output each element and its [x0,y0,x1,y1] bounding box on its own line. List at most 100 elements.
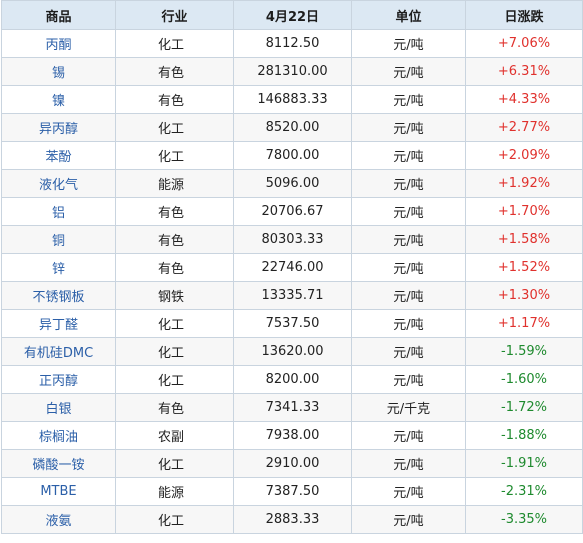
price-cell: 8520.00 [233,113,352,142]
commodity-name-link[interactable]: 有机硅DMC [1,337,116,366]
commodity-name-link[interactable]: 磷酸一铵 [1,449,116,478]
daily-change-cell: +6.31% [465,57,583,86]
daily-change-cell: -2.31% [465,477,583,506]
price-cell: 20706.67 [233,197,352,226]
header-name[interactable]: 商品 [1,0,116,30]
price-cell: 8200.00 [233,365,352,394]
unit-cell: 元/吨 [351,169,466,198]
header-unit[interactable]: 单位 [351,0,466,30]
industry-cell: 化工 [115,29,234,58]
daily-change-cell: -1.91% [465,449,583,478]
daily-change-cell: +1.92% [465,169,583,198]
commodity-name-link[interactable]: 锌 [1,253,116,282]
table-row[interactable]: 异丁醛 化工 7537.50 元/吨 +1.17% [1,309,583,338]
price-cell: 80303.33 [233,225,352,254]
daily-change-cell: +7.06% [465,29,583,58]
industry-cell: 化工 [115,141,234,170]
commodity-name-link[interactable]: 白银 [1,393,116,422]
table-row[interactable]: 铝有色 20706.67 元/吨 +1.70% [1,197,583,226]
commodity-name-link[interactable]: 液化气 [1,169,116,198]
table-row[interactable]: MTBE 能源 7387.50 元/吨 -2.31% [1,477,583,506]
industry-cell: 有色 [115,253,234,282]
industry-cell: 化工 [115,309,234,338]
table-row[interactable]: 正丙醇 化工 8200.00 元/吨 -1.60% [1,365,583,394]
industry-cell: 化工 [115,505,234,534]
unit-cell: 元/吨 [351,141,466,170]
table-row[interactable]: 锡有色 281310.00 元/吨 +6.31% [1,57,583,86]
commodity-name-link[interactable]: 液氨 [1,505,116,534]
industry-cell: 有色 [115,197,234,226]
unit-cell: 元/千克 [351,393,466,422]
table-row[interactable]: 异丙醇 化工 8520.00 元/吨 +2.77% [1,113,583,142]
header-industry[interactable]: 行业 [115,0,234,30]
unit-cell: 元/吨 [351,113,466,142]
industry-cell: 化工 [115,449,234,478]
daily-change-cell: -3.35% [465,505,583,534]
table-row[interactable]: 苯酚 化工 7800.00 元/吨 +2.09% [1,141,583,170]
daily-change-cell: +2.09% [465,141,583,170]
industry-cell: 有色 [115,57,234,86]
unit-cell: 元/吨 [351,365,466,394]
table-row[interactable]: 锌有色 22746.00 元/吨 +1.52% [1,253,583,282]
commodity-name-link[interactable]: 丙酮 [1,29,116,58]
daily-change-cell: +1.52% [465,253,583,282]
table-row[interactable]: 丙酮 化工 8112.50 元/吨 +7.06% [1,29,583,58]
unit-cell: 元/吨 [351,29,466,58]
price-cell: 281310.00 [233,57,352,86]
daily-change-cell: -1.60% [465,365,583,394]
unit-cell: 元/吨 [351,505,466,534]
commodity-name-link[interactable]: 镍 [1,85,116,114]
commodity-name-link[interactable]: 异丁醛 [1,309,116,338]
price-cell: 146883.33 [233,85,352,114]
table-body: 丙酮 化工 8112.50 元/吨 +7.06% 锡有色 281310.00 元/吨 +6.31… [1,29,583,534]
industry-cell: 能源 [115,169,234,198]
table-row[interactable]: 液氨 化工 2883.33 元/吨 -3.35% [1,505,583,534]
price-cell: 7800.00 [233,141,352,170]
unit-cell: 元/吨 [351,281,466,310]
table-row[interactable]: 液化气 能源 5096.00 元/吨 +1.92% [1,169,583,198]
unit-cell: 元/吨 [351,225,466,254]
price-cell: 13335.71 [233,281,352,310]
header-price-date[interactable]: 4月22日 [233,0,352,30]
table-row[interactable]: 镍有色 146883.33 元/吨 +4.33% [1,85,583,114]
price-cell: 7341.33 [233,393,352,422]
header-daily-change[interactable]: 日涨跌 [465,0,583,30]
industry-cell: 有色 [115,225,234,254]
daily-change-cell: +4.33% [465,85,583,114]
table-row[interactable]: 棕榈油 农副 7938.00 元/吨 -1.88% [1,421,583,450]
unit-cell: 元/吨 [351,253,466,282]
table-row[interactable]: 磷酸一铵 化工 2910.00 元/吨 -1.91% [1,449,583,478]
commodity-name-link[interactable]: MTBE [1,477,116,506]
unit-cell: 元/吨 [351,421,466,450]
commodity-name-link[interactable]: 异丙醇 [1,113,116,142]
table-row[interactable]: 铜有色 80303.33 元/吨 +1.58% [1,225,583,254]
price-cell: 7537.50 [233,309,352,338]
daily-change-cell: +2.77% [465,113,583,142]
industry-cell: 有色 [115,85,234,114]
price-cell: 2883.33 [233,505,352,534]
industry-cell: 能源 [115,477,234,506]
price-cell: 7387.50 [233,477,352,506]
unit-cell: 元/吨 [351,309,466,338]
commodity-name-link[interactable]: 棕榈油 [1,421,116,450]
commodity-name-link[interactable]: 铝 [1,197,116,226]
daily-change-cell: +1.70% [465,197,583,226]
table-row[interactable]: 有机硅DMC 化工 13620.00 元/吨 -1.59% [1,337,583,366]
table-row[interactable]: 不锈钢板 钢铁 13335.71 元/吨 +1.30% [1,281,583,310]
daily-change-cell: -1.88% [465,421,583,450]
industry-cell: 有色 [115,393,234,422]
daily-change-cell: -1.59% [465,337,583,366]
table-row[interactable]: 白银 有色 7341.33 元/千克 -1.72% [1,393,583,422]
daily-change-cell: -1.72% [465,393,583,422]
commodity-name-link[interactable]: 锡 [1,57,116,86]
commodity-name-link[interactable]: 正丙醇 [1,365,116,394]
commodity-name-link[interactable]: 铜 [1,225,116,254]
unit-cell: 元/吨 [351,449,466,478]
commodity-name-link[interactable]: 苯酚 [1,141,116,170]
daily-change-cell: +1.30% [465,281,583,310]
commodity-name-link[interactable]: 不锈钢板 [1,281,116,310]
price-cell: 7938.00 [233,421,352,450]
unit-cell: 元/吨 [351,197,466,226]
